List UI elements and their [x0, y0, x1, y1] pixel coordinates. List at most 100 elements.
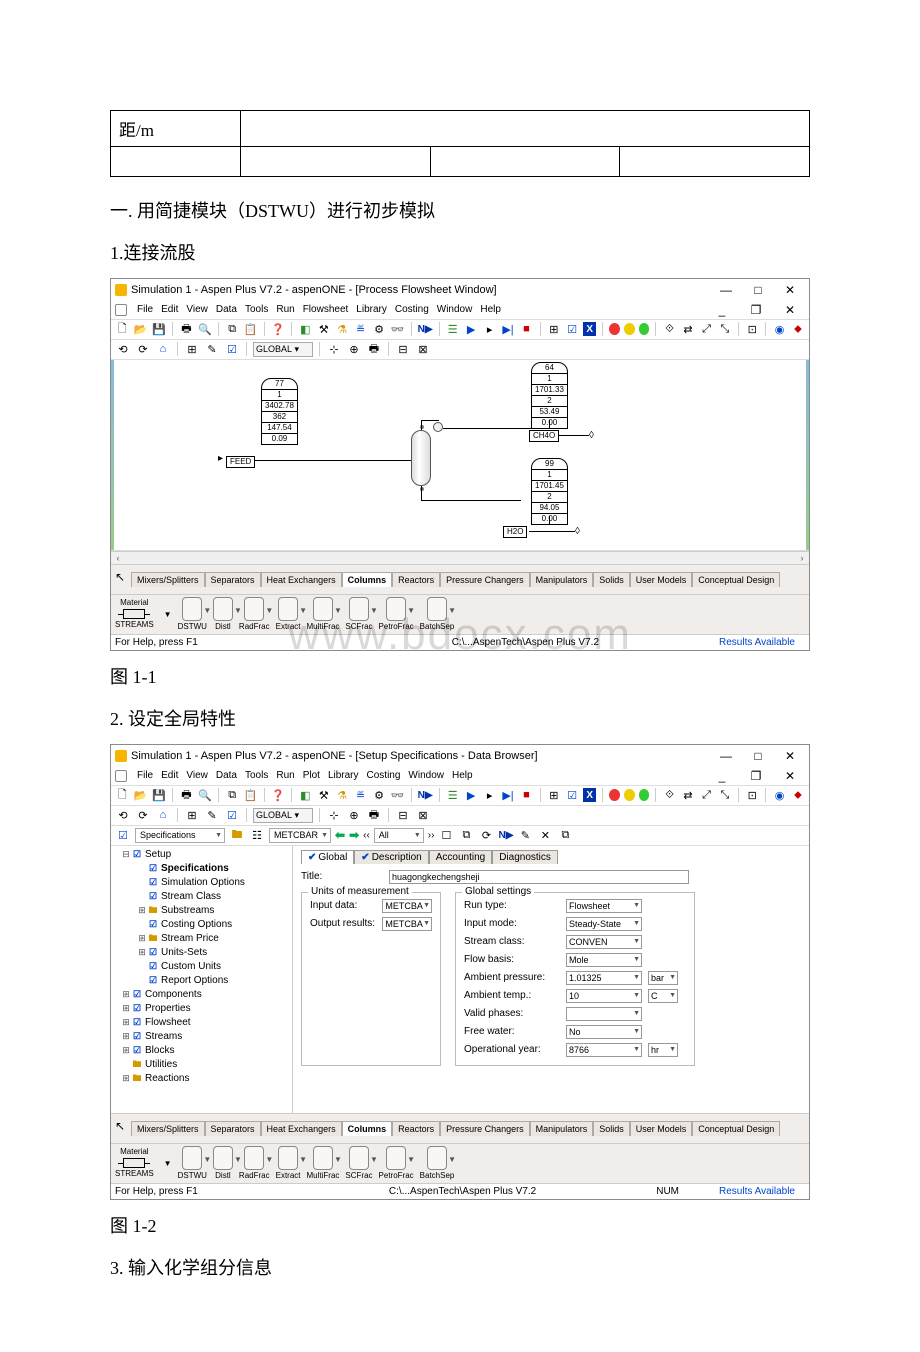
tool2-a[interactable]: ◧ — [298, 787, 312, 803]
pal2-petrofrac[interactable]: PetroFrac — [379, 1146, 414, 1180]
new-icon[interactable]: 🗋 — [115, 321, 129, 337]
pal-radfrac[interactable]: RadFrac — [239, 597, 270, 631]
pal2-multifrac[interactable]: MultiFrac — [307, 1146, 340, 1180]
tree-item[interactable]: ☑Specifications — [111, 862, 292, 876]
minimize-button[interactable]: — — [711, 281, 741, 299]
tab2-pressure[interactable]: Pressure Changers — [440, 1121, 530, 1136]
print2-icon-2[interactable]: 🖶 — [366, 807, 382, 823]
menu-file[interactable]: File — [137, 304, 153, 315]
tab-user[interactable]: User Models — [630, 572, 693, 587]
tab-separators[interactable]: Separators — [205, 572, 261, 587]
nav-last-icon[interactable]: ›› — [428, 830, 435, 841]
menu-costing[interactable]: Costing — [395, 304, 429, 315]
spec-combo[interactable]: Specifications — [135, 828, 225, 843]
tool2-h[interactable]: ⤢ — [699, 787, 713, 803]
tab-global[interactable]: ✔Global — [301, 850, 354, 864]
cursor-icon[interactable]: ↖ — [115, 570, 129, 588]
tree-item[interactable]: ⊞🖿Substreams — [111, 904, 292, 918]
menu2-help[interactable]: Help — [452, 770, 473, 781]
setting-combo[interactable]: 1.01325 — [566, 971, 642, 985]
title-input[interactable]: huagongkechengsheji — [389, 870, 689, 884]
menu2-costing[interactable]: Costing — [367, 770, 401, 781]
setting-unit-combo[interactable]: hr — [648, 1043, 678, 1057]
nav-icon-4[interactable]: ✎ — [517, 827, 533, 843]
tool-icon-h[interactable]: ⤢ — [699, 321, 713, 337]
tree-item[interactable]: ☑Report Options — [111, 974, 292, 988]
tool2-d[interactable]: ≝ — [353, 787, 367, 803]
tab-mixers[interactable]: Mixers/Splitters — [131, 572, 205, 587]
tree-item[interactable]: ☑Custom Units — [111, 960, 292, 974]
list-icon-2[interactable]: ☰ — [445, 787, 459, 803]
tree-item[interactable]: ⊞☑Blocks — [111, 1044, 292, 1058]
nav-icon-6[interactable]: ⧉ — [557, 827, 573, 843]
setting-combo[interactable]: 10 — [566, 989, 642, 1003]
tool-icon-l[interactable]: ⬥ — [791, 321, 805, 337]
child-close-button[interactable]: ✕ — [775, 301, 805, 319]
print-icon[interactable]: 🖶 — [179, 321, 193, 337]
tab-pressure[interactable]: Pressure Changers — [440, 572, 530, 587]
tree-item[interactable]: ⊞☑Streams — [111, 1030, 292, 1044]
tree-item[interactable]: ☑Stream Class — [111, 890, 292, 904]
open-icon[interactable]: 📂 — [133, 321, 147, 337]
glasses-icon-2[interactable]: 👓 — [390, 787, 404, 803]
tool2-c[interactable]: ⚗ — [335, 787, 349, 803]
zoom-in-icon-2[interactable]: ⊕ — [346, 807, 362, 823]
nav-icon-3[interactable]: ⟳ — [478, 827, 494, 843]
pal2-distl[interactable]: Distl — [213, 1146, 233, 1180]
menu-tools[interactable]: Tools — [245, 304, 268, 315]
paste-icon[interactable]: 📋 — [243, 321, 257, 337]
global-combo-2[interactable]: GLOBAL ▾ — [253, 808, 313, 823]
nav-right-icon[interactable]: ➡ — [349, 828, 359, 842]
maximize-button[interactable]: □ — [743, 281, 773, 299]
pal2-extract[interactable]: Extract — [276, 1146, 301, 1180]
nav-icon-2[interactable]: ⧉ — [458, 827, 474, 843]
setting-combo[interactable]: No — [566, 1025, 642, 1039]
tree-item[interactable]: ⊞🖿Stream Price — [111, 932, 292, 946]
play-icon-2[interactable]: ▶ — [464, 787, 478, 803]
zoom-fit-icon-2[interactable]: ⊹ — [326, 807, 342, 823]
setting-unit-combo[interactable]: bar — [648, 971, 678, 985]
tab2-concept[interactable]: Conceptual Design — [692, 1121, 780, 1136]
tree-item[interactable]: 🖿Utilities — [111, 1058, 292, 1072]
setting-combo[interactable]: CONVEN — [566, 935, 642, 949]
tree-item[interactable]: ⊞🖿Reactions — [111, 1072, 292, 1086]
step-icon[interactable]: ▸ — [482, 321, 496, 337]
close-button-2[interactable]: ✕ — [775, 747, 805, 765]
green-dot-icon-2[interactable] — [639, 789, 650, 801]
pal2-scfrac[interactable]: SCFrac — [345, 1146, 372, 1180]
menu-window[interactable]: Window — [437, 304, 473, 315]
copy-icon[interactable]: ⧉ — [225, 321, 239, 337]
tool2-j[interactable]: ⊡ — [745, 787, 759, 803]
tool2-f[interactable]: ⟐ — [662, 787, 676, 803]
tab-solids[interactable]: Solids — [593, 572, 630, 587]
nav2-icon-e[interactable]: ⊠ — [415, 807, 431, 823]
next-button-2[interactable]: N▶ — [418, 790, 433, 801]
menu2-tools[interactable]: Tools — [245, 770, 268, 781]
next-button[interactable]: N▶ — [418, 324, 433, 335]
units-combo[interactable]: METCBAR — [269, 828, 331, 843]
tab-manip[interactable]: Manipulators — [530, 572, 594, 587]
tree-pane[interactable]: ⊟☑Setup☑Specifications☑Simulation Option… — [111, 846, 293, 1113]
paste-icon-2[interactable]: 📋 — [243, 787, 257, 803]
print2-icon[interactable]: 🖶 — [366, 341, 382, 357]
material-streams[interactable]: Material STREAMS — [115, 598, 154, 630]
tool-icon-c[interactable]: ⚗ — [335, 321, 349, 337]
menu2-window[interactable]: Window — [408, 770, 444, 781]
nav2-back-icon[interactable]: ⟲ — [115, 807, 131, 823]
copy-icon-2[interactable]: ⧉ — [225, 787, 239, 803]
menu2-run[interactable]: Run — [276, 770, 294, 781]
tab-description[interactable]: ✔Description — [354, 850, 428, 864]
menu2-plot[interactable]: Plot — [303, 770, 320, 781]
nav2-icon-d[interactable]: ⊟ — [395, 807, 411, 823]
minimize-button-2[interactable]: — — [711, 747, 741, 765]
grid-icon-2[interactable]: ⊞ — [547, 787, 561, 803]
flowsheet-canvas[interactable]: 77 1 3402.78 362 147.54 0.09 FEED ▸ 64 — [111, 359, 809, 551]
child-minimize-button[interactable]: _ — [707, 301, 737, 319]
tool-icon-i[interactable]: ⤡ — [718, 321, 732, 337]
menu-flowsheet[interactable]: Flowsheet — [303, 304, 349, 315]
tree-item[interactable]: ⊟☑Setup — [111, 848, 292, 862]
input-data-combo[interactable]: METCBA — [382, 899, 432, 913]
child-minimize-button-2[interactable]: _ — [707, 767, 737, 785]
x-icon-2[interactable]: X — [583, 788, 596, 802]
tree-item[interactable]: ⊞☑Flowsheet — [111, 1016, 292, 1030]
